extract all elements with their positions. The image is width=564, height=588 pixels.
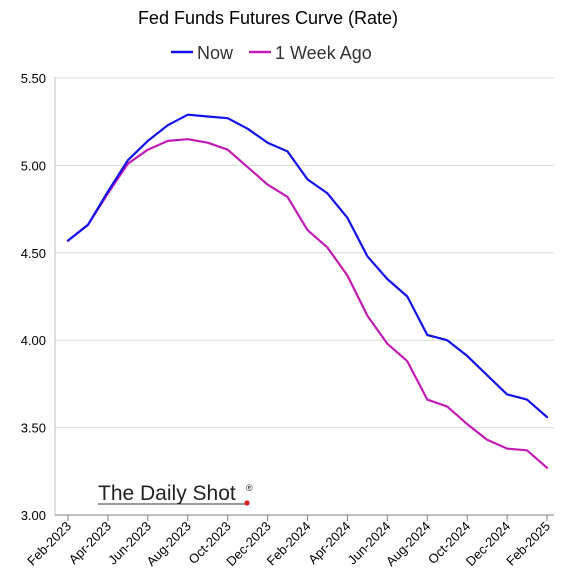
x-tick-label: Feb-2025 [503,519,553,569]
x-tick-labels: Feb-2023Apr-2023Jun-2023Aug-2023Oct-2023… [24,515,553,569]
x-tick-label: Aug-2024 [383,519,433,569]
y-tick-label: 3.50 [21,421,46,436]
series-lines [66,113,549,469]
y-tick-label: 3.00 [21,508,46,523]
y-tick-label: 4.00 [21,333,46,348]
series-line-now [66,113,549,419]
registered-mark: ® [246,483,253,493]
y-tick-labels: 3.00 3.50 4.00 4.50 5.00 5.50 [21,71,46,523]
watermark-text: The Daily Shot [98,482,236,505]
series-line-week-ago [66,138,549,469]
legend-label-now: Now [197,43,234,63]
daily-shot-watermark: The Daily Shot ® [98,482,253,506]
watermark-red-dot [244,500,250,506]
legend-label-week-ago: 1 Week Ago [275,43,372,63]
chart-title: Fed Funds Futures Curve (Rate) [138,8,398,28]
x-tick-label: Feb-2024 [264,519,314,569]
chart-legend: Now 1 Week Ago [171,43,372,63]
y-tick-label: 5.00 [21,158,46,173]
y-tick-label: 4.50 [21,246,46,261]
grid-lines [55,77,554,429]
axes [54,77,554,516]
x-tick-label: Feb-2023 [24,519,74,569]
x-tick-label: Aug-2023 [143,519,193,569]
y-tick-label: 5.50 [21,71,46,86]
